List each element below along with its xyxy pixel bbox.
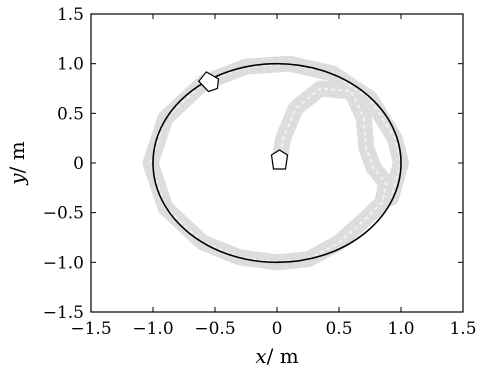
x-axis-variable: x <box>255 344 266 368</box>
x-tick-label: 1.5 <box>449 319 476 339</box>
y-axis-unit: / m <box>5 141 29 173</box>
y-axis-label: y/ m <box>5 141 29 185</box>
y-axis-variable: y <box>5 173 29 186</box>
y-tick-label: −1.0 <box>43 253 84 273</box>
x-axis-unit: / m <box>267 344 299 368</box>
x-tick-label: −0.5 <box>194 319 235 339</box>
y-tick-label: 1.5 <box>57 5 84 25</box>
x-tick-label: −1.5 <box>70 319 111 339</box>
x-axis-label: x/ m <box>255 344 298 368</box>
trajectory-outline <box>149 62 403 264</box>
y-tick-label: −1.5 <box>43 303 84 323</box>
x-tick-label: 0 <box>272 319 283 339</box>
reference-circle <box>152 62 402 264</box>
tick-layer: −1.5 −1.0 −0.5 0 0.5 1.0 1.5 1.5 1.0 0.5 0 −0.5 −1.0… <box>43 5 477 339</box>
y-tick-label: −0.5 <box>43 204 84 224</box>
y-tick-label: 0 <box>73 154 84 174</box>
vehicle-layer <box>198 71 289 170</box>
y-tick-label: 0.5 <box>57 104 84 124</box>
y-tick-label: 1.0 <box>57 55 84 75</box>
reference-layer <box>152 62 402 264</box>
x-tick-label: −1.0 <box>132 319 173 339</box>
x-tick-label: 1.0 <box>387 319 414 339</box>
vehicle-start-marker <box>270 149 289 170</box>
x-tick-label: 0.5 <box>325 319 352 339</box>
vehicle-end-marker <box>198 71 220 93</box>
